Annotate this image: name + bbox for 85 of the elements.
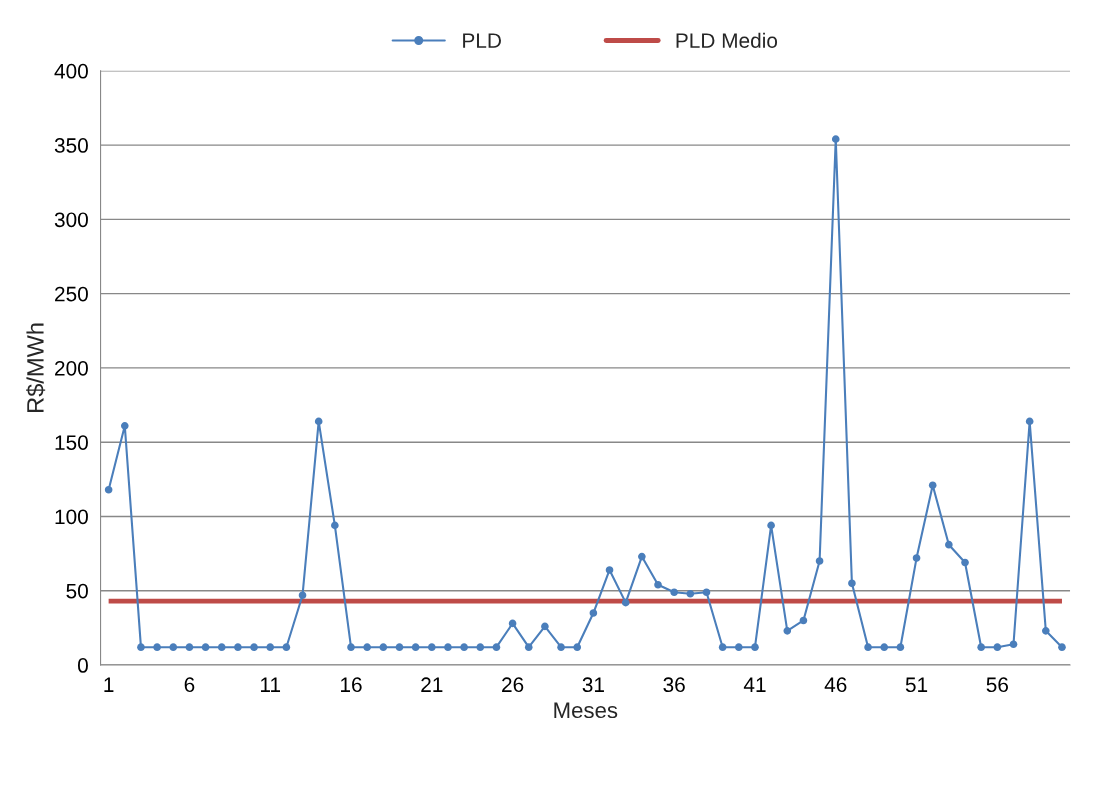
point (331, 521, 339, 530)
point (541, 622, 549, 631)
point (621, 598, 630, 607)
point (638, 552, 646, 561)
point (298, 591, 307, 600)
legend-label: PLD Medio (676, 32, 778, 48)
point (573, 643, 582, 652)
point (411, 643, 420, 652)
point (589, 609, 598, 617)
point (654, 580, 662, 589)
x-tick-label: 46 (824, 677, 847, 693)
point (282, 643, 291, 652)
point (993, 643, 1002, 652)
point (686, 589, 695, 598)
y-tick-label: 200 (55, 360, 88, 376)
point (234, 643, 242, 652)
x-tick-label: 1 (104, 677, 114, 692)
y-tick-label: 350 (54, 138, 88, 153)
point (524, 643, 533, 652)
point (104, 485, 113, 494)
point (815, 557, 824, 565)
point (864, 643, 872, 652)
x-tick-label: 51 (905, 677, 928, 693)
x-tick-label: 16 (341, 677, 362, 693)
x-tick-label: 26 (502, 677, 524, 693)
legend-label: PLD (463, 33, 501, 48)
point (848, 579, 856, 588)
point (718, 643, 727, 652)
point (395, 643, 404, 652)
point (460, 643, 468, 652)
x-tick-label: 56 (986, 677, 1009, 693)
y-tick-label: 100 (55, 509, 88, 525)
point (799, 616, 808, 625)
point (783, 627, 792, 635)
x-axis-title: Meses (554, 702, 618, 719)
y-tick-label: 0 (77, 658, 88, 673)
y-tick-label: 400 (54, 63, 88, 79)
point (928, 481, 937, 490)
point (557, 643, 565, 652)
point (945, 540, 953, 549)
point (363, 643, 371, 652)
point (831, 135, 840, 143)
x-tick-label: 31 (582, 677, 604, 693)
point (1041, 627, 1050, 635)
point (476, 643, 485, 652)
y-axis-title: R$/MWh (26, 323, 46, 412)
point (702, 588, 711, 597)
point (977, 643, 985, 652)
x-tick-label: 6 (184, 677, 195, 693)
point (605, 566, 614, 574)
point (250, 643, 258, 652)
point (880, 643, 889, 652)
point (379, 643, 388, 652)
point (266, 643, 275, 652)
point (912, 554, 921, 562)
y-tick-label: 300 (54, 212, 88, 228)
point (896, 643, 905, 652)
point (1025, 417, 1034, 426)
point (1009, 640, 1018, 649)
y-tick-label: 50 (66, 583, 88, 599)
point (153, 643, 161, 652)
point (314, 417, 323, 426)
point (120, 422, 129, 430)
point (961, 558, 969, 567)
point (169, 643, 178, 652)
x-tick-label: 41 (743, 677, 766, 692)
point (751, 643, 759, 652)
point (427, 643, 436, 652)
y-tick-label: 250 (55, 286, 88, 302)
point (508, 619, 517, 628)
x-tick-label: 21 (421, 677, 443, 692)
point (347, 643, 355, 652)
point (1058, 643, 1066, 652)
point (492, 643, 501, 652)
point (217, 643, 226, 652)
point (767, 521, 775, 530)
point (201, 643, 210, 652)
point (137, 643, 145, 652)
point (444, 643, 452, 652)
point (734, 643, 743, 652)
x-tick-label: 11 (260, 677, 281, 692)
y-tick-label: 150 (55, 435, 88, 450)
point (185, 643, 194, 652)
point (670, 588, 678, 597)
x-tick-label: 36 (663, 677, 685, 693)
